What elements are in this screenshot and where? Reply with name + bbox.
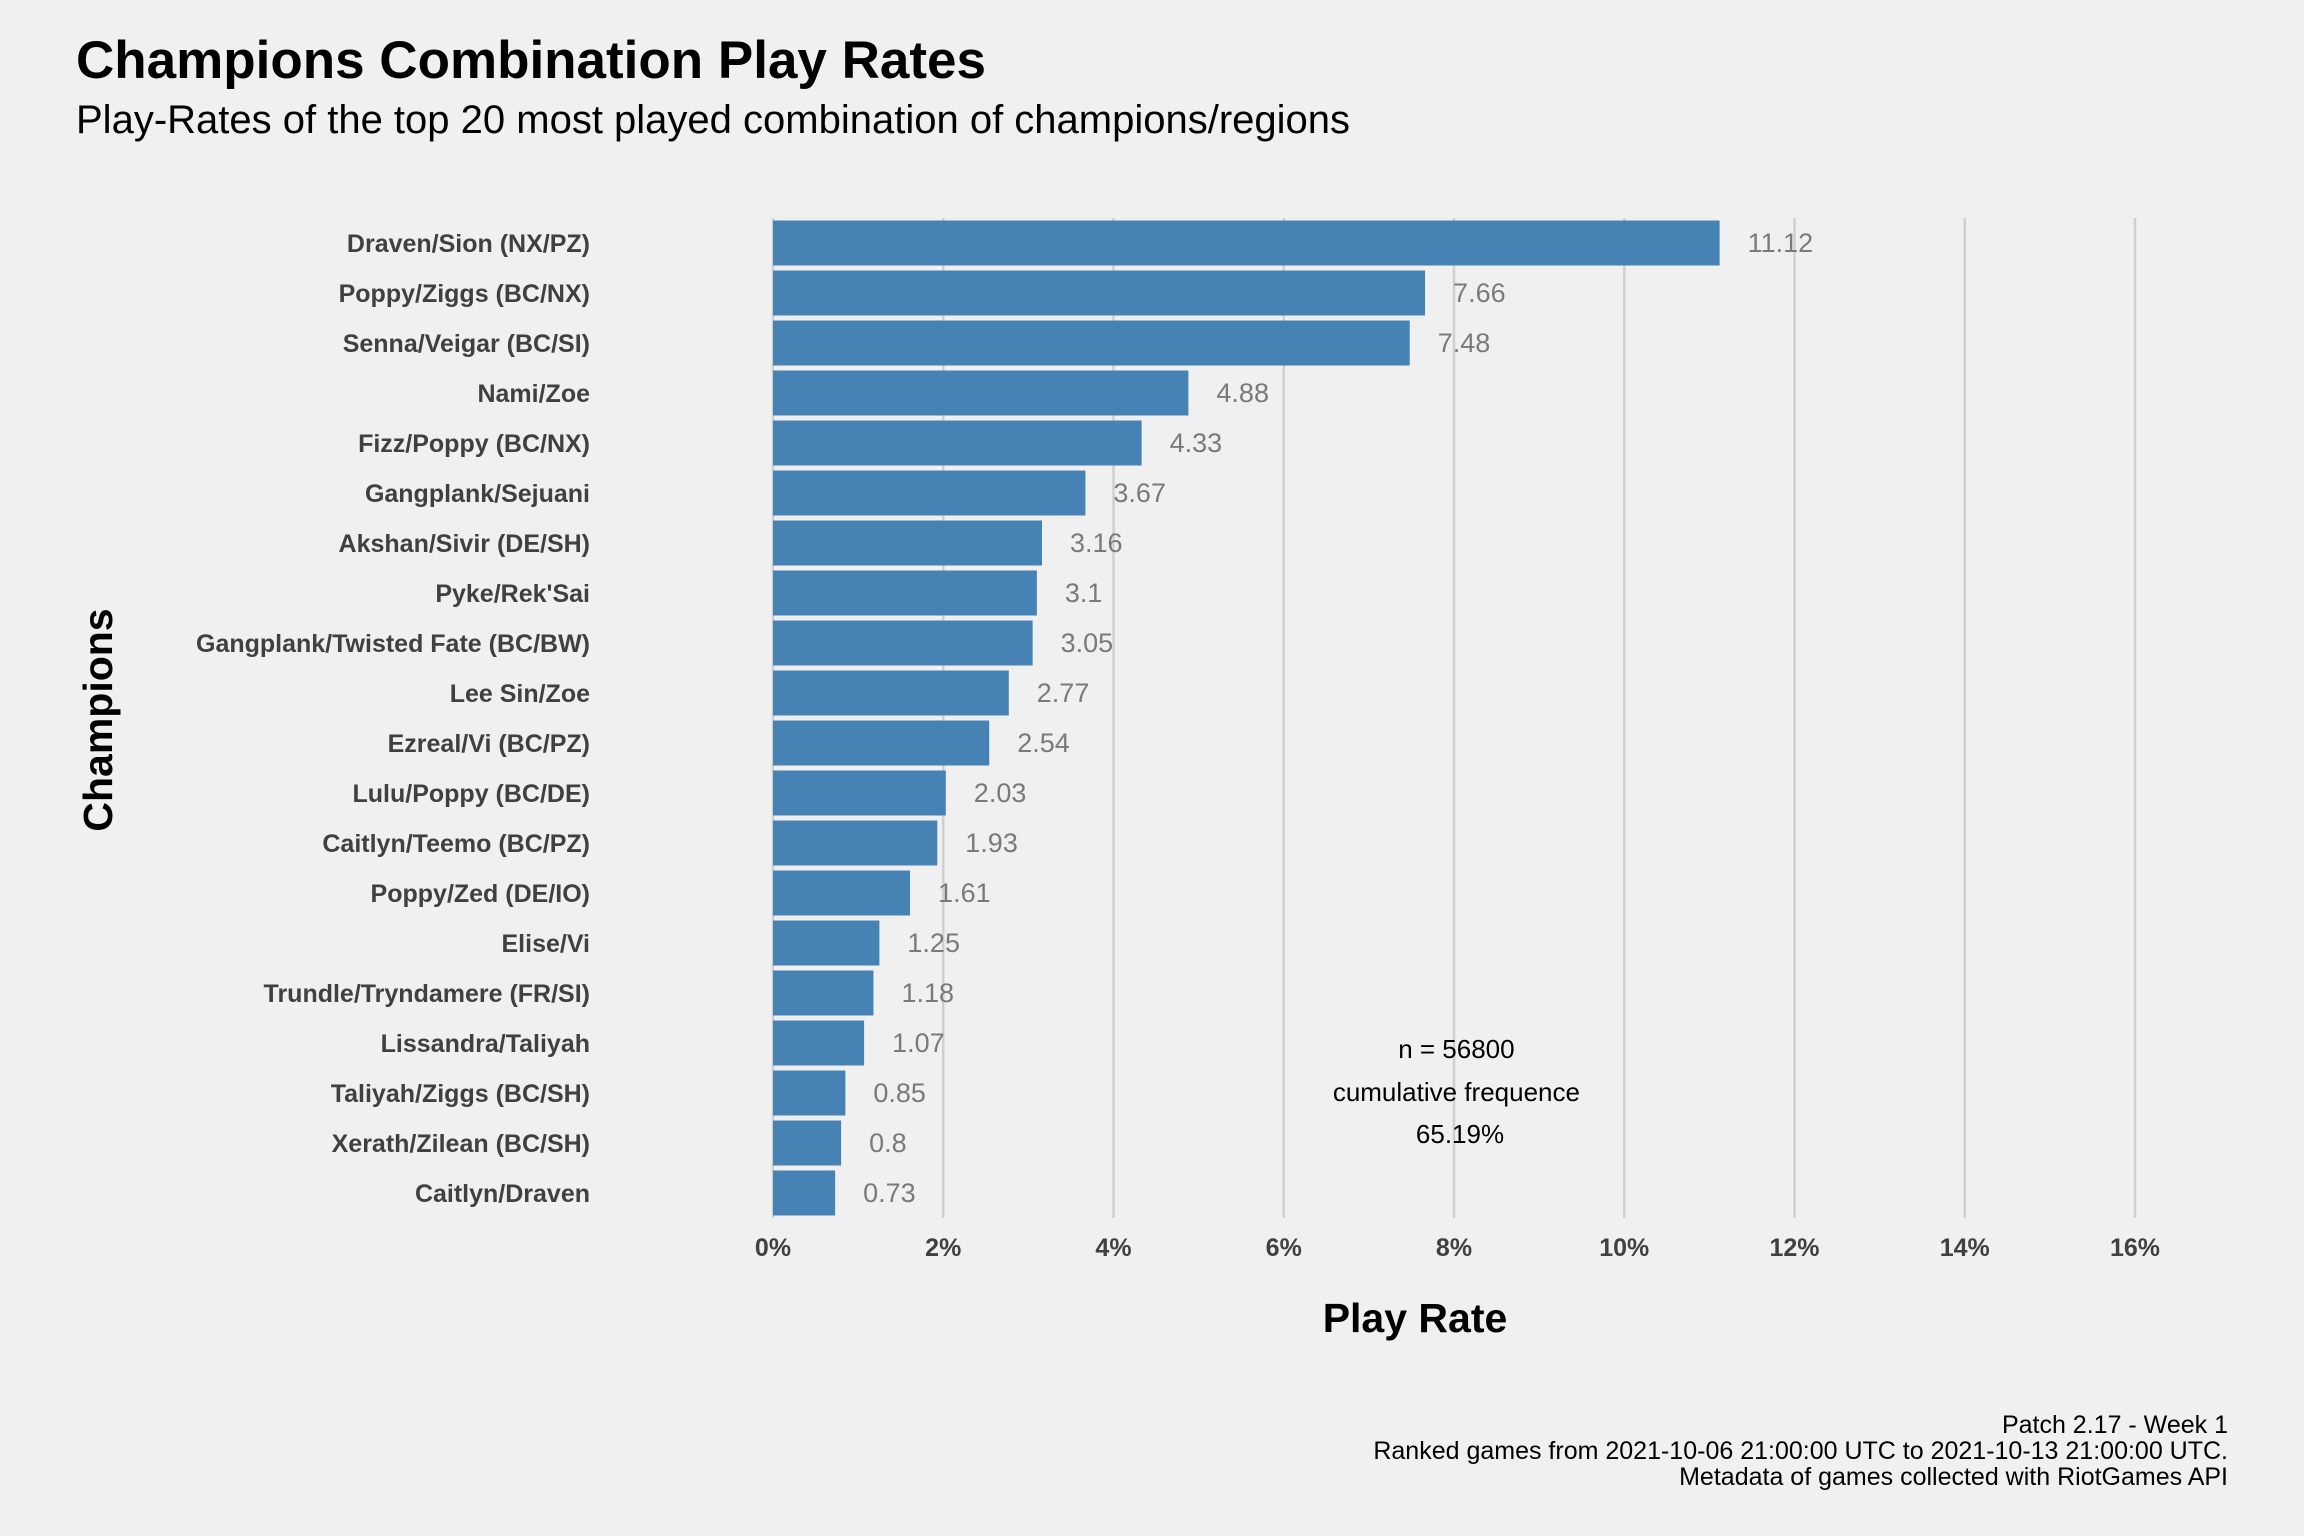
x-tick-label: 14% <box>1940 1234 1990 1262</box>
y-tick-label: Trundle/Tryndamere (FR/SI) <box>264 980 590 1008</box>
bar-value-label: 11.12 <box>1748 228 1814 258</box>
y-tick-label: Nami/Zoe <box>477 380 590 408</box>
bar-value-label: 7.48 <box>1438 328 1491 358</box>
y-tick-label: Poppy/Ziggs (BC/NX) <box>339 280 590 308</box>
bar <box>773 420 1142 466</box>
y-tick-label: Fizz/Poppy (BC/NX) <box>358 430 590 458</box>
bar-value-label: 1.18 <box>901 978 954 1008</box>
bar-value-label: 2.77 <box>1037 678 1090 708</box>
bar-value-label: 3.67 <box>1113 478 1166 508</box>
bar <box>773 1070 846 1116</box>
bar <box>773 720 990 766</box>
bar <box>773 570 1037 616</box>
bar <box>773 1170 836 1216</box>
bar-value-label: 0.73 <box>863 1178 916 1208</box>
bar-value-label: 3.05 <box>1061 628 1114 658</box>
bar <box>773 670 1009 716</box>
bar <box>773 320 1410 366</box>
bar-value-label: 3.1 <box>1065 578 1103 608</box>
bar-value-label: 2.54 <box>1017 728 1070 758</box>
bar-value-label: 1.61 <box>938 878 991 908</box>
bar <box>773 920 880 966</box>
bar-value-label: 1.07 <box>892 1028 945 1058</box>
chart-title: Champions Combination Play Rates <box>76 31 986 90</box>
y-tick-label: Lissandra/Taliyah <box>381 1030 590 1058</box>
bar <box>773 370 1189 416</box>
x-tick-label: 4% <box>1095 1234 1131 1262</box>
bar-value-label: 0.8 <box>869 1128 907 1158</box>
chart-subtitle: Play-Rates of the top 20 most played com… <box>76 98 1351 142</box>
y-tick-label: Elise/Vi <box>502 930 591 958</box>
bar <box>773 220 1720 266</box>
annotation-line-3: 65.19% <box>1416 1119 1504 1149</box>
y-tick-label: Xerath/Zilean (BC/SH) <box>332 1130 590 1158</box>
x-tick-label: 8% <box>1436 1234 1472 1262</box>
y-tick-label: Senna/Veigar (BC/SI) <box>343 330 590 358</box>
bar <box>773 820 938 866</box>
caption-patch: Patch 2.17 - Week 1 <box>2001 1411 2228 1439</box>
annotation-line-2: cumulative frequence <box>1333 1077 1580 1107</box>
y-tick-label: Akshan/Sivir (DE/SH) <box>339 530 590 558</box>
bar <box>773 1120 842 1166</box>
bar <box>773 520 1042 566</box>
bar <box>773 1020 865 1066</box>
sample-annotation: n = 56800 cumulative frequence 65.19% <box>1333 1034 1587 1149</box>
bar <box>773 270 1426 316</box>
y-tick-label: Draven/Sion (NX/PZ) <box>347 230 590 258</box>
y-tick-label: Gangplank/Sejuani <box>365 480 590 508</box>
x-axis-ticks: 0% 2% 4% 6% 8% 10% 12% 14% 16% <box>755 1234 2160 1262</box>
y-tick-label: Caitlyn/Teemo (BC/PZ) <box>322 830 590 858</box>
grid-lines <box>771 218 2137 1218</box>
bar <box>773 620 1033 666</box>
bar-value-label: 0.85 <box>873 1078 926 1108</box>
x-tick-label: 2% <box>925 1234 961 1262</box>
y-tick-label: Gangplank/Twisted Fate (BC/BW) <box>196 630 590 658</box>
y-tick-label: Lulu/Poppy (BC/DE) <box>353 780 590 808</box>
caption-source: Metadata of games collected with RiotGam… <box>1679 1463 2228 1491</box>
bars <box>773 220 1720 1216</box>
bar-value-label: 3.16 <box>1070 528 1123 558</box>
x-tick-label: 0% <box>755 1234 791 1262</box>
bar <box>773 970 874 1016</box>
bar <box>773 470 1086 516</box>
x-tick-label: 16% <box>2110 1234 2160 1262</box>
value-labels: 11.12 7.66 7.48 4.88 4.333.67 3.16 3.1 3.05 2.77… <box>863 228 1813 1208</box>
bar <box>773 870 911 916</box>
y-tick-label: Caitlyn/Draven <box>415 1180 590 1208</box>
x-tick-label: 6% <box>1266 1234 1302 1262</box>
y-axis-title: Champions <box>75 608 121 831</box>
bar-value-label: 4.88 <box>1216 378 1269 408</box>
caption: Patch 2.17 - Week 1 Ranked games from 20… <box>1373 1412 2228 1490</box>
bar-value-label: 7.66 <box>1453 278 1506 308</box>
caption-date-range: Ranked games from 2021-10-06 21:00:00 UT… <box>1373 1437 2228 1465</box>
y-tick-label: Poppy/Zed (DE/IO) <box>371 880 590 908</box>
bar-value-label: 1.25 <box>907 928 960 958</box>
bar-value-label: 4.33 <box>1170 428 1223 458</box>
bar-value-label: 2.03 <box>974 778 1027 808</box>
x-tick-label: 12% <box>1769 1234 1819 1262</box>
y-tick-label: Ezreal/Vi (BC/PZ) <box>388 730 590 758</box>
x-tick-label: 10% <box>1599 1234 1649 1262</box>
y-tick-label: Lee Sin/Zoe <box>450 680 590 708</box>
bar <box>773 770 946 816</box>
annotation-line-1: n = 56800 <box>1398 1034 1514 1064</box>
bar-value-label: 1.93 <box>965 828 1018 858</box>
y-tick-label: Taliyah/Ziggs (BC/SH) <box>331 1080 590 1108</box>
y-tick-label: Pyke/Rek'Sai <box>435 580 590 608</box>
x-axis-title: Play Rate <box>1323 1295 1508 1341</box>
y-axis-ticks: Draven/Sion (NX/PZ) Poppy/Ziggs (BC/NX) Se… <box>196 230 590 1208</box>
